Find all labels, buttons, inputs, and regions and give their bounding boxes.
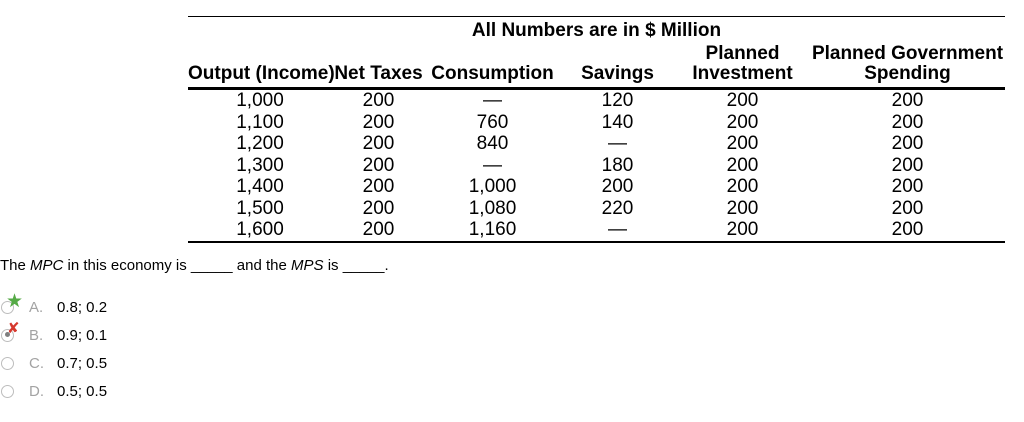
table-cell: 1,100 (236, 111, 284, 133)
economy-data-table: All Numbers are in $ Million Output (Inc… (188, 16, 1005, 243)
table-cell: 1,080 (468, 197, 517, 219)
radio-button-c[interactable] (1, 356, 16, 371)
option-value: 0.9; 0.1 (57, 326, 108, 344)
column-header-planned-government-spending: Planned Government Spending (810, 44, 1005, 90)
question-and-the: and the (232, 257, 292, 274)
table-cell: 200 (891, 197, 924, 219)
column-header-net-taxes: Net Taxes (332, 44, 425, 90)
table-header-row: Output (Income) Net Taxes Consumption Sa… (188, 44, 1005, 90)
table-cell: 200 (891, 111, 924, 133)
table-cell: 200 (726, 90, 759, 111)
table-cell: 200 (891, 90, 924, 111)
table-cell: 200 (362, 133, 395, 154)
question-term-mpc: MPC (30, 257, 64, 274)
incorrect-answer-x-icon: ✘ (7, 318, 20, 337)
answer-option-c[interactable]: C. 0.7; 0.5 (1, 349, 107, 377)
radio-circle-icon[interactable] (1, 384, 14, 398)
table-cell: 120 (601, 90, 634, 111)
question-middle: in this economy is (63, 257, 191, 274)
radio-button-d[interactable] (1, 384, 16, 399)
table-cell: 200 (362, 111, 395, 133)
radio-button-a[interactable]: ★ (1, 291, 23, 315)
table-cell: 200 (601, 176, 634, 197)
table-cell: 200 (726, 219, 759, 240)
option-letter: C. (29, 354, 44, 372)
question-prefix: The (0, 257, 31, 274)
table-cell: 200 (891, 219, 924, 240)
option-value: 0.5; 0.5 (57, 382, 108, 400)
radio-button-b[interactable]: ✘ (1, 320, 20, 343)
table-cell: — (608, 219, 627, 240)
table-cell: 220 (601, 197, 634, 219)
table-cell: 1,600 (236, 219, 284, 240)
table-cell: 1,300 (236, 154, 284, 176)
table-row: 1,300 200 — 180 200 200 (188, 155, 1005, 177)
answer-blank-2: _____ (342, 257, 385, 274)
table-cell: 840 (476, 133, 509, 154)
table-title: All Numbers are in $ Million (471, 20, 722, 41)
correct-answer-star-icon: ★ (6, 289, 24, 312)
column-header-planned-investment: Planned Investment (675, 44, 810, 90)
table-cell: 200 (726, 154, 759, 176)
table-row: 1,100 200 760 140 200 200 (188, 112, 1005, 134)
table-cell: 200 (726, 111, 759, 133)
answer-options-list: ★ A. 0.8; 0.2 ✘ B. 0.9; 0.1 C. 0.7; 0.5 … (1, 291, 108, 405)
table-cell: 200 (726, 133, 759, 154)
answer-option-b[interactable]: ✘ B. 0.9; 0.1 (1, 320, 108, 349)
table-cell: 1,000 (468, 176, 517, 197)
option-value: 0.7; 0.5 (57, 354, 108, 372)
table-row: 1,400 200 1,000 200 200 200 (188, 176, 1005, 198)
radio-dot-icon (4, 332, 10, 337)
table-cell: 140 (601, 111, 634, 133)
radio-circle-icon[interactable] (1, 300, 14, 314)
table-cell: 1,000 (236, 90, 284, 111)
table-cell: 1,160 (468, 219, 517, 240)
table-row: 1,000 200 — 120 200 200 (188, 89, 1005, 112)
table-cell: — (483, 154, 502, 176)
column-header-output-income: Output (Income) (188, 44, 335, 90)
option-letter: D. (29, 382, 44, 400)
answer-blank-1: _____ (190, 257, 233, 274)
question-period: . (384, 257, 389, 274)
table-cell: 200 (726, 197, 759, 219)
table-cell: 760 (476, 111, 509, 133)
radio-circle-icon[interactable] (1, 356, 14, 370)
table-cell: 200 (891, 133, 924, 154)
table-cell: 200 (891, 176, 924, 197)
answer-option-a[interactable]: ★ A. 0.8; 0.2 (1, 291, 108, 321)
column-header-savings: Savings (560, 44, 675, 90)
answer-option-d[interactable]: D. 0.5; 0.5 (1, 377, 107, 405)
radio-circle-selected-icon[interactable] (1, 328, 14, 342)
question-is: is (323, 257, 343, 274)
table-cell: 200 (891, 154, 924, 176)
option-letter: B. (29, 326, 44, 344)
option-value: 0.8; 0.2 (57, 298, 108, 316)
question-text: The MPC in this economy is _____ and the… (0, 256, 389, 275)
question-term-mps: MPS (291, 257, 324, 274)
table-cell: 200 (362, 154, 395, 176)
table-cell: 200 (362, 176, 395, 197)
table-cell: 1,500 (236, 197, 284, 219)
table-cell: 1,400 (236, 176, 284, 197)
table-cell: 200 (362, 197, 395, 219)
table-cell: 200 (362, 219, 395, 240)
table-cell: 180 (601, 154, 634, 176)
table-row: 1,500 200 1,080 220 200 200 (188, 198, 1005, 220)
table-cell: 200 (362, 90, 395, 111)
table-row: 1,200 200 840 — 200 200 (188, 133, 1005, 155)
table-cell: 1,200 (236, 133, 284, 154)
table-cell: 200 (726, 176, 759, 197)
table-cell: — (483, 90, 502, 111)
table-row: 1,600 200 1,160 — 200 200 (188, 219, 1005, 242)
option-letter: A. (29, 298, 44, 316)
table-body: 1,000 200—120 200 200 1,100 200 760 140 200 200 1,… (188, 89, 1005, 242)
column-header-consumption: Consumption (425, 44, 560, 90)
table-cell: — (608, 133, 627, 154)
